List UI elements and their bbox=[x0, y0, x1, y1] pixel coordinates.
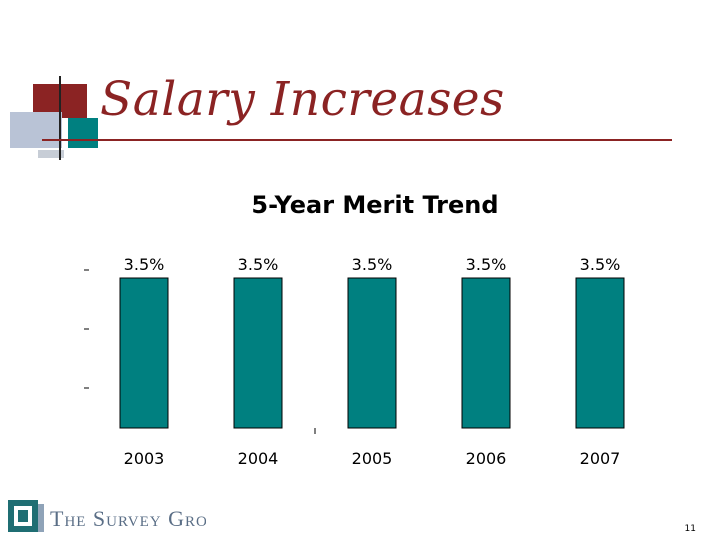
title-rule bbox=[42, 139, 672, 141]
bar-2007 bbox=[575, 277, 625, 429]
x-tick-label-2005: 2005 bbox=[352, 449, 393, 468]
page-number: 11 bbox=[684, 524, 696, 534]
decoration-teal-square bbox=[68, 118, 98, 148]
bar-2004 bbox=[233, 277, 283, 429]
data-label-2003: 3.5% bbox=[124, 255, 165, 274]
decoration-blue-square bbox=[10, 112, 62, 148]
x-tick-label-2004: 2004 bbox=[238, 449, 279, 468]
bar-2005 bbox=[347, 277, 397, 429]
x-tick-label-2007: 2007 bbox=[580, 449, 621, 468]
data-label-2004: 3.5% bbox=[238, 255, 279, 274]
chart-title: 5-Year Merit Trend bbox=[251, 191, 498, 219]
data-label-2005: 3.5% bbox=[352, 255, 393, 274]
slide-title: Salary Increases bbox=[100, 72, 505, 127]
bar-2006 bbox=[461, 277, 511, 429]
x-tick-label-2006: 2006 bbox=[466, 449, 507, 468]
company-logo: The Survey Group bbox=[8, 500, 206, 532]
logo-text: The Survey Group bbox=[50, 506, 206, 531]
title-decoration bbox=[10, 76, 98, 160]
data-label-2006: 3.5% bbox=[466, 255, 507, 274]
data-label-2007: 3.5% bbox=[580, 255, 621, 274]
bar-2003 bbox=[119, 277, 169, 429]
logo-mark-icon bbox=[8, 500, 44, 532]
x-tick-label-2003: 2003 bbox=[124, 449, 165, 468]
decoration-gray-square bbox=[38, 150, 64, 158]
